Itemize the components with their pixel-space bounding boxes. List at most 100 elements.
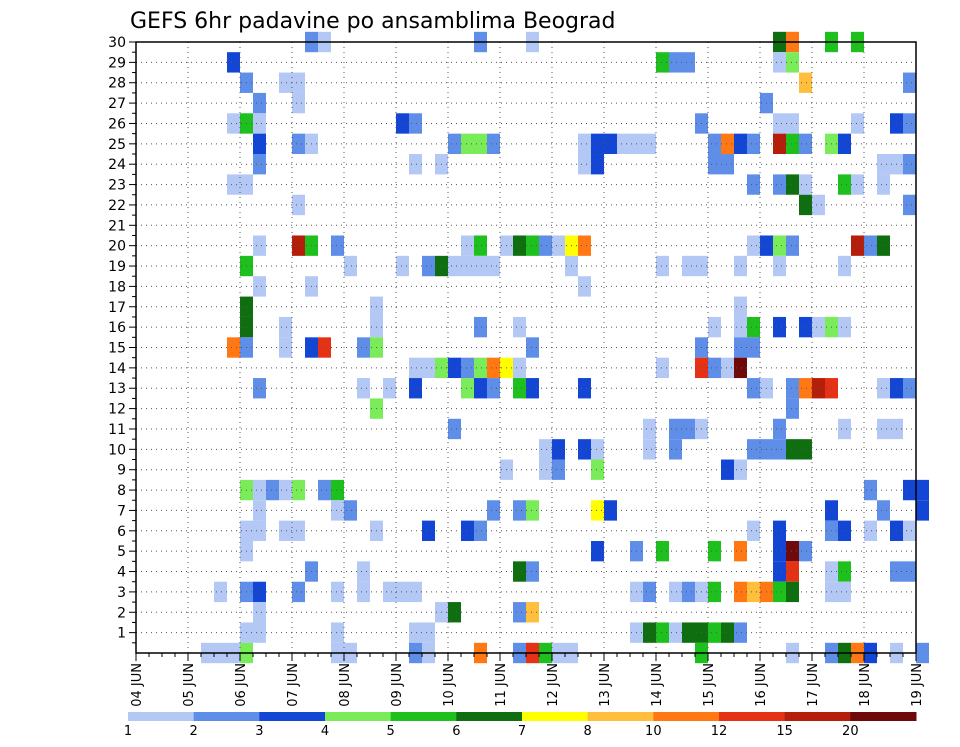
heatmap-cell (331, 235, 344, 256)
heatmap-cell (838, 581, 851, 603)
heatmap-cell (474, 316, 487, 338)
heatmap-cell (253, 622, 266, 643)
heatmap-cell (734, 316, 747, 338)
heatmap-cell (539, 459, 552, 480)
x-tick-label: 15 JUN (702, 663, 717, 707)
y-tick-label: 26 (108, 116, 126, 132)
heatmap-cell (734, 357, 747, 379)
heatmap-cell (292, 581, 305, 603)
heatmap-cell (513, 500, 526, 521)
heatmap-cell (734, 540, 747, 562)
heatmap-cell (526, 378, 539, 399)
heatmap-cell (513, 378, 526, 399)
legend-swatch (850, 712, 917, 721)
x-tick-label: 06 JUN (234, 663, 249, 707)
heatmap-cell (734, 296, 747, 317)
heatmap-cell (916, 642, 929, 664)
heatmap-cell (227, 113, 240, 134)
heatmap-cell (734, 581, 747, 603)
heatmap-cell (864, 479, 877, 501)
heatmap-cell (461, 235, 474, 256)
heatmap-cell (786, 378, 799, 399)
y-tick-label: 22 (108, 198, 126, 214)
heatmap-cell (669, 52, 682, 73)
heatmap-cell (409, 357, 422, 379)
legend-swatch (784, 712, 851, 721)
x-tick-label: 09 JUN (390, 663, 405, 707)
legend-label: 6 (452, 724, 460, 739)
heatmap-cell (773, 113, 786, 134)
y-tick-label: 6 (117, 524, 126, 540)
legend-swatch (719, 712, 786, 721)
heatmap-cell (643, 439, 656, 460)
heatmap-cell (851, 174, 864, 195)
heatmap-cell (747, 378, 760, 399)
heatmap-cell (474, 357, 487, 379)
heatmap-cell (331, 479, 344, 501)
heatmap-cell (669, 418, 682, 440)
heatmap-cell (656, 255, 669, 277)
heatmap-cell (539, 235, 552, 256)
heatmap-cell (903, 520, 916, 541)
heatmap-cell (552, 459, 565, 480)
heatmap-cell (461, 255, 474, 277)
heatmap-cell (357, 581, 370, 603)
heatmap-cell (682, 581, 695, 603)
y-tick-label: 14 (108, 361, 126, 377)
heatmap-cell (786, 561, 799, 582)
heatmap-cell (474, 235, 487, 256)
heatmap-cell (786, 174, 799, 195)
heatmap-cell (526, 602, 539, 623)
heatmap-cell (487, 133, 500, 155)
heatmap-cell (643, 581, 656, 603)
heatmap-cell (253, 500, 266, 521)
heatmap-cell (591, 459, 604, 480)
heatmap-cell (461, 133, 474, 155)
heatmap-cell (721, 622, 734, 643)
heatmap-cell (812, 316, 825, 338)
heatmap-cell (513, 316, 526, 338)
heatmap-cell (747, 235, 760, 256)
heatmap-cell (461, 378, 474, 399)
heatmap-cell (448, 418, 461, 440)
heatmap-cell (526, 235, 539, 256)
heatmap-cell (461, 520, 474, 541)
heatmap-cell (903, 72, 916, 93)
heatmap-cell (552, 235, 565, 256)
heatmap-cell (903, 479, 916, 501)
heatmap-cell (877, 500, 890, 521)
heatmap-cell (786, 133, 799, 155)
heatmap-cell (422, 357, 435, 379)
heatmap-cell (708, 357, 721, 379)
legend-swatch (522, 712, 589, 721)
heatmap-cell (747, 520, 760, 541)
heatmap-cell (526, 337, 539, 358)
heatmap-cell (916, 500, 929, 521)
heatmap-cell (734, 337, 747, 358)
heatmap-cell (539, 439, 552, 460)
heatmap-cell (682, 52, 695, 73)
x-tick-label: 17 JUN (806, 663, 821, 707)
heatmap-cell (903, 378, 916, 399)
heatmap-cell (214, 581, 227, 603)
heatmap-cell (799, 194, 812, 216)
heatmap-cell (344, 255, 357, 277)
heatmap-cell (773, 418, 786, 440)
legend-label: 15 (776, 724, 793, 739)
y-tick-label: 24 (108, 157, 126, 173)
heatmap-cell (851, 113, 864, 134)
heatmap-cell (786, 439, 799, 460)
heatmap-cell (591, 154, 604, 175)
heatmap-cell (279, 479, 292, 501)
heatmap-cell (292, 72, 305, 93)
x-tick-label: 04 JUN (130, 663, 145, 707)
chart-title: GEFS 6hr padavine po ansamblima Beograd (130, 9, 616, 34)
heatmap-cell (799, 133, 812, 155)
heatmap-cell (578, 133, 591, 155)
heatmap-cell (773, 540, 786, 562)
heatmap-cell (799, 316, 812, 338)
cells-layer (201, 31, 929, 664)
heatmap-cell (357, 378, 370, 399)
heatmap-cell (903, 561, 916, 582)
heatmap-cell (721, 357, 734, 379)
